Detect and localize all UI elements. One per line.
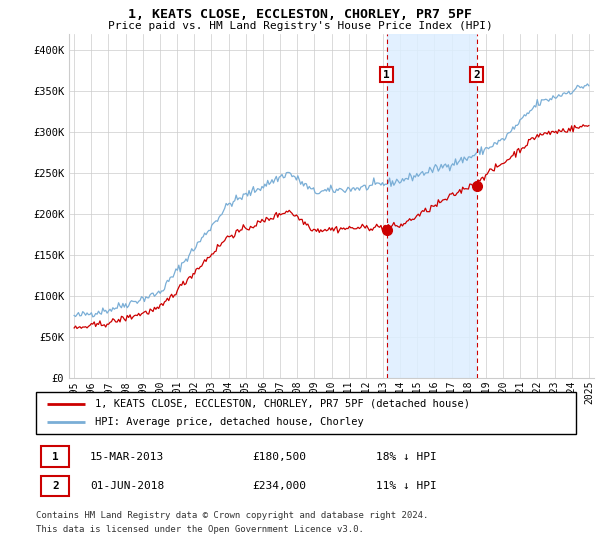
FancyBboxPatch shape (41, 446, 70, 467)
Text: HPI: Average price, detached house, Chorley: HPI: Average price, detached house, Chor… (95, 417, 364, 427)
Text: 2: 2 (52, 481, 59, 491)
Text: 1, KEATS CLOSE, ECCLESTON, CHORLEY, PR7 5PF: 1, KEATS CLOSE, ECCLESTON, CHORLEY, PR7 … (128, 8, 472, 21)
FancyBboxPatch shape (36, 392, 576, 434)
Text: Price paid vs. HM Land Registry's House Price Index (HPI): Price paid vs. HM Land Registry's House … (107, 21, 493, 31)
Text: £180,500: £180,500 (252, 451, 306, 461)
Text: 01-JUN-2018: 01-JUN-2018 (90, 481, 164, 491)
Text: 2: 2 (473, 69, 480, 80)
Text: 15-MAR-2013: 15-MAR-2013 (90, 451, 164, 461)
Text: 11% ↓ HPI: 11% ↓ HPI (376, 481, 437, 491)
Text: 1: 1 (52, 451, 59, 461)
Text: 1, KEATS CLOSE, ECCLESTON, CHORLEY, PR7 5PF (detached house): 1, KEATS CLOSE, ECCLESTON, CHORLEY, PR7 … (95, 399, 470, 409)
FancyBboxPatch shape (41, 476, 70, 497)
Text: 1: 1 (383, 69, 390, 80)
Text: 18% ↓ HPI: 18% ↓ HPI (376, 451, 437, 461)
Text: This data is licensed under the Open Government Licence v3.0.: This data is licensed under the Open Gov… (36, 525, 364, 534)
Text: Contains HM Land Registry data © Crown copyright and database right 2024.: Contains HM Land Registry data © Crown c… (36, 511, 428, 520)
Text: £234,000: £234,000 (252, 481, 306, 491)
